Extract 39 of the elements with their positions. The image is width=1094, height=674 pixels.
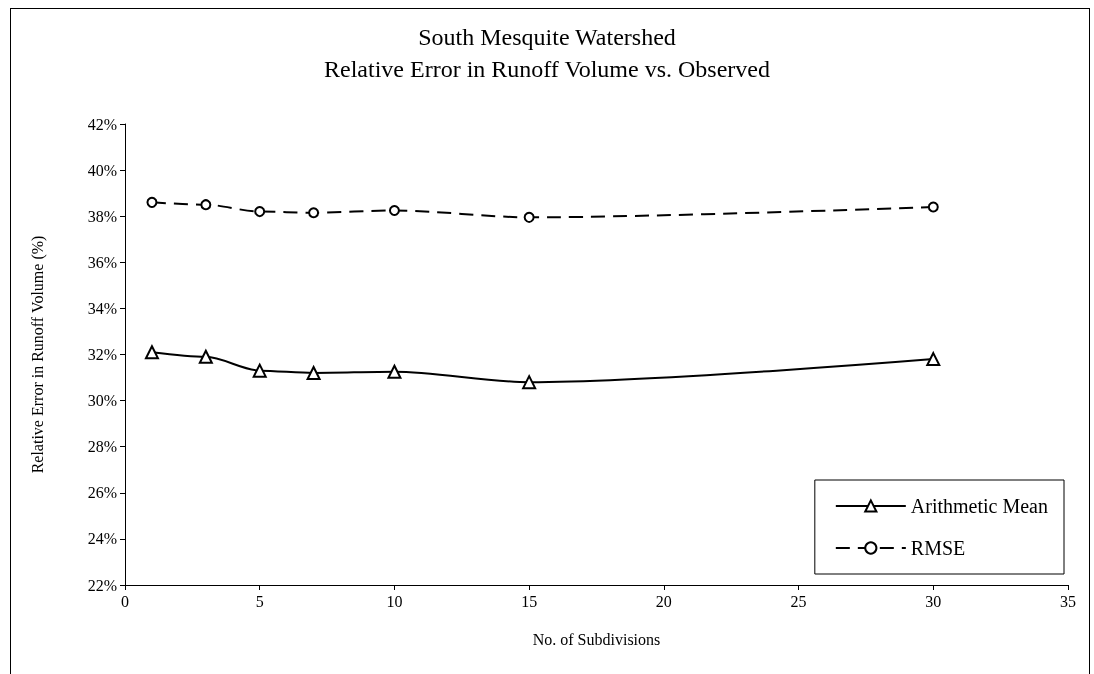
point [927,201,939,213]
chart-title: South Mesquite Watershed [418,24,676,50]
point [144,345,159,360]
legend-label: Arithmetic Mean [910,495,1049,517]
x-tick-label: 20 [655,592,672,610]
y-tick-label: 42% [87,115,117,133]
x-tick-label: 0 [121,592,129,610]
point [146,196,158,208]
y-tick-label: 28% [87,438,117,456]
x-tick-label: 25 [790,592,807,610]
point [200,199,212,211]
point [926,352,941,367]
y-tick-label: 32% [87,346,117,363]
x-tick-label: 30 [925,592,942,610]
y-tick-label: 34% [87,299,117,317]
point [306,365,321,380]
y-tick-label: 30% [87,392,117,410]
x-tick-label: 15 [521,592,538,610]
chart-subtitle: Relative Error in Runoff Volume vs. Observed [324,56,770,82]
x-axis-title: No. of Subdivisions [532,630,661,648]
point [254,206,266,218]
y-tick-label: 36% [87,253,117,271]
x-tick-label: 10 [386,592,403,610]
point [387,364,402,379]
y-axis-title: Relative Error in Runoff Volume (%) [28,235,47,474]
y-tick-label: 22% [87,576,117,594]
point [523,211,535,223]
point [308,207,320,219]
y-tick-label: 26% [87,484,117,502]
point [252,363,267,378]
y-tick-label: 24% [87,530,117,548]
x-tick-label: 35 [1060,592,1076,610]
y-tick-label: 40% [87,161,117,179]
y-tick-label: 38% [87,207,117,225]
point [522,375,537,390]
legend-label: RMSE [910,537,966,559]
point [388,204,400,216]
point [198,349,213,364]
x-tick-label: 5 [255,592,264,610]
